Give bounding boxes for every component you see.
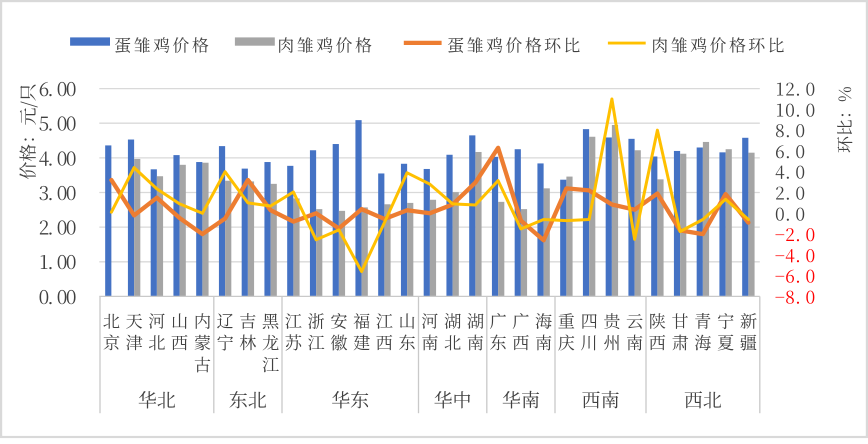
- svg-text:林: 林: [239, 329, 256, 354]
- svg-text:川: 川: [580, 329, 597, 354]
- svg-text:−8.0: −8. 0: [775, 283, 815, 308]
- svg-text:吉: 吉: [239, 308, 256, 333]
- svg-text:龙: 龙: [262, 329, 279, 354]
- svg-text:南: 南: [626, 329, 643, 354]
- svg-text:南: 南: [421, 329, 438, 354]
- svg-text:肉雏鸡价格环比: 肉雏鸡价格环比: [651, 32, 787, 57]
- svg-text:山: 山: [171, 308, 188, 333]
- svg-text:4.0: 4. 0: [775, 159, 805, 184]
- svg-text:10.0: 10. 0: [776, 96, 816, 121]
- svg-text:−2.0: −2. 0: [775, 221, 815, 246]
- svg-text:徽: 徽: [330, 329, 348, 354]
- svg-text:重: 重: [558, 308, 575, 333]
- svg-text:江: 江: [285, 308, 302, 333]
- svg-text:肃: 肃: [671, 329, 688, 354]
- svg-text:疆: 疆: [740, 329, 757, 354]
- svg-text:3.00: 3. 00: [39, 179, 77, 206]
- svg-text:云: 云: [626, 308, 643, 333]
- svg-text:河: 河: [421, 308, 438, 333]
- svg-text:0.00: 0. 00: [39, 283, 77, 310]
- svg-text:湖: 湖: [444, 308, 461, 333]
- svg-text:蛋雏鸡价格: 蛋雏鸡价格: [114, 32, 211, 57]
- svg-text:−6.0: −6. 0: [775, 263, 815, 288]
- svg-text:华中: 华中: [434, 386, 472, 413]
- svg-text:8.0: 8. 0: [775, 117, 805, 142]
- svg-text:广: 广: [489, 308, 506, 333]
- svg-text:广: 广: [512, 308, 529, 333]
- svg-text:江: 江: [307, 329, 324, 354]
- svg-text:四: 四: [580, 308, 597, 333]
- svg-text:5.00: 5. 00: [39, 110, 77, 137]
- svg-text:夏: 夏: [717, 329, 734, 354]
- svg-text:西: 西: [512, 329, 529, 354]
- svg-text:1.00: 1. 00: [39, 248, 76, 275]
- svg-text:南: 南: [535, 329, 552, 354]
- svg-text:北: 北: [148, 329, 165, 354]
- svg-text:陕: 陕: [649, 308, 666, 333]
- svg-text:建: 建: [353, 329, 370, 354]
- svg-text:西: 西: [649, 329, 666, 354]
- svg-text:南: 南: [467, 329, 484, 354]
- svg-text:海: 海: [535, 308, 552, 333]
- svg-text:湖: 湖: [467, 308, 484, 333]
- svg-text:2.0: 2. 0: [775, 180, 805, 205]
- svg-text:河: 河: [148, 308, 165, 333]
- svg-text:辽: 辽: [216, 308, 233, 333]
- svg-text:−4.0: −4. 0: [775, 242, 815, 267]
- svg-text:京: 京: [103, 329, 120, 354]
- svg-text:东: 东: [398, 329, 415, 354]
- svg-text:6.00: 6. 00: [39, 75, 77, 102]
- svg-text:海: 海: [694, 329, 711, 354]
- svg-text:华南: 华南: [502, 386, 540, 413]
- svg-text:西北: 西北: [684, 386, 722, 413]
- svg-text:北: 北: [103, 308, 120, 333]
- svg-text:山: 山: [398, 308, 415, 333]
- svg-text:州: 州: [603, 329, 620, 354]
- svg-text:西: 西: [376, 329, 393, 354]
- svg-text:内: 内: [194, 308, 211, 333]
- svg-text:浙: 浙: [307, 308, 325, 333]
- svg-text:12.0: 12. 0: [776, 76, 816, 101]
- svg-text:北: 北: [444, 329, 461, 354]
- svg-text:东北: 东北: [229, 386, 267, 413]
- svg-text:江: 江: [262, 351, 279, 376]
- svg-text:蒙: 蒙: [194, 329, 211, 354]
- svg-text:蛋雏鸡价格环比: 蛋雏鸡价格环比: [447, 32, 583, 57]
- svg-text:福: 福: [353, 308, 370, 333]
- svg-text:天: 天: [125, 308, 142, 333]
- svg-text:苏: 苏: [285, 329, 302, 354]
- svg-text:西南: 西南: [581, 386, 619, 413]
- svg-text:安: 安: [330, 308, 347, 333]
- svg-text:古: 古: [194, 351, 211, 376]
- svg-text:江: 江: [376, 308, 393, 333]
- svg-text:东: 东: [489, 329, 506, 354]
- svg-text:0.0: 0. 0: [775, 200, 805, 225]
- svg-text:华北: 华北: [138, 386, 176, 413]
- svg-text:西: 西: [171, 329, 188, 354]
- svg-text:6.0: 6. 0: [775, 138, 805, 163]
- svg-text:新: 新: [740, 308, 757, 333]
- svg-text:2.00: 2. 00: [39, 214, 77, 241]
- svg-text:津: 津: [125, 329, 142, 354]
- svg-text:庆: 庆: [558, 329, 575, 354]
- svg-text:黑: 黑: [262, 308, 279, 333]
- svg-text:青: 青: [694, 308, 711, 333]
- svg-text:贵: 贵: [603, 308, 620, 333]
- svg-text:4.00: 4. 00: [39, 144, 77, 171]
- svg-text:宁: 宁: [717, 308, 734, 333]
- svg-text:肉雏鸡价格: 肉雏鸡价格: [277, 32, 374, 57]
- svg-text:价格：元/只: 价格：元/只: [14, 83, 40, 179]
- svg-text:华东: 华东: [331, 386, 369, 413]
- svg-text:宁: 宁: [216, 329, 233, 354]
- svg-text:甘: 甘: [671, 308, 689, 333]
- svg-text:环比：%: 环比：%: [831, 86, 856, 153]
